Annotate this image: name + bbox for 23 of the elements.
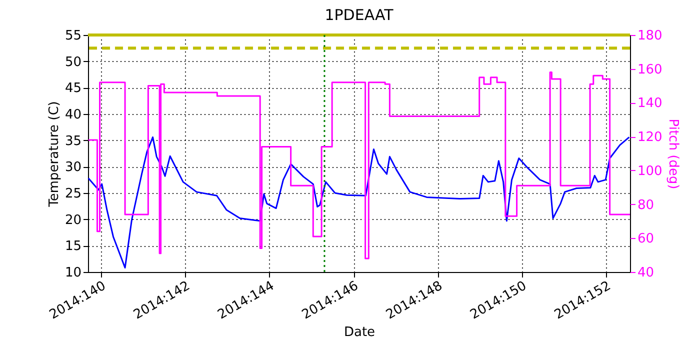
y2-tick-label: 160 bbox=[638, 62, 662, 78]
y-tick-label: 25 bbox=[64, 186, 82, 202]
y2-tick-label: 80 bbox=[638, 198, 654, 213]
y2-axis-title: Pitch (deg) bbox=[665, 118, 680, 190]
y-tick-label: 45 bbox=[64, 81, 82, 96]
y2-tick-label: 100 bbox=[638, 164, 662, 179]
y-tick-label: 10 bbox=[64, 266, 82, 280]
chart-title: 1PDEAAT bbox=[324, 6, 394, 24]
y2-tick-label: 180 bbox=[638, 28, 662, 44]
y-tick-label: 15 bbox=[64, 239, 82, 254]
y2-tick-label: 40 bbox=[638, 266, 654, 280]
y-tick-label: 20 bbox=[64, 212, 82, 228]
x-axis-title: Date bbox=[344, 324, 376, 340]
y-tick-label: 55 bbox=[64, 28, 82, 44]
y2-tick-label: 60 bbox=[638, 232, 654, 247]
y-axis-title: Temperature (C) bbox=[46, 101, 62, 208]
y2-tick-label: 140 bbox=[638, 96, 662, 112]
line-series bbox=[88, 136, 630, 269]
y-tick-label: 50 bbox=[64, 54, 82, 70]
y-tick-label: 30 bbox=[64, 160, 82, 176]
y-tick-label: 35 bbox=[64, 134, 82, 149]
y2-tick-label: 120 bbox=[638, 130, 662, 146]
y-tick-label: 40 bbox=[64, 108, 82, 122]
